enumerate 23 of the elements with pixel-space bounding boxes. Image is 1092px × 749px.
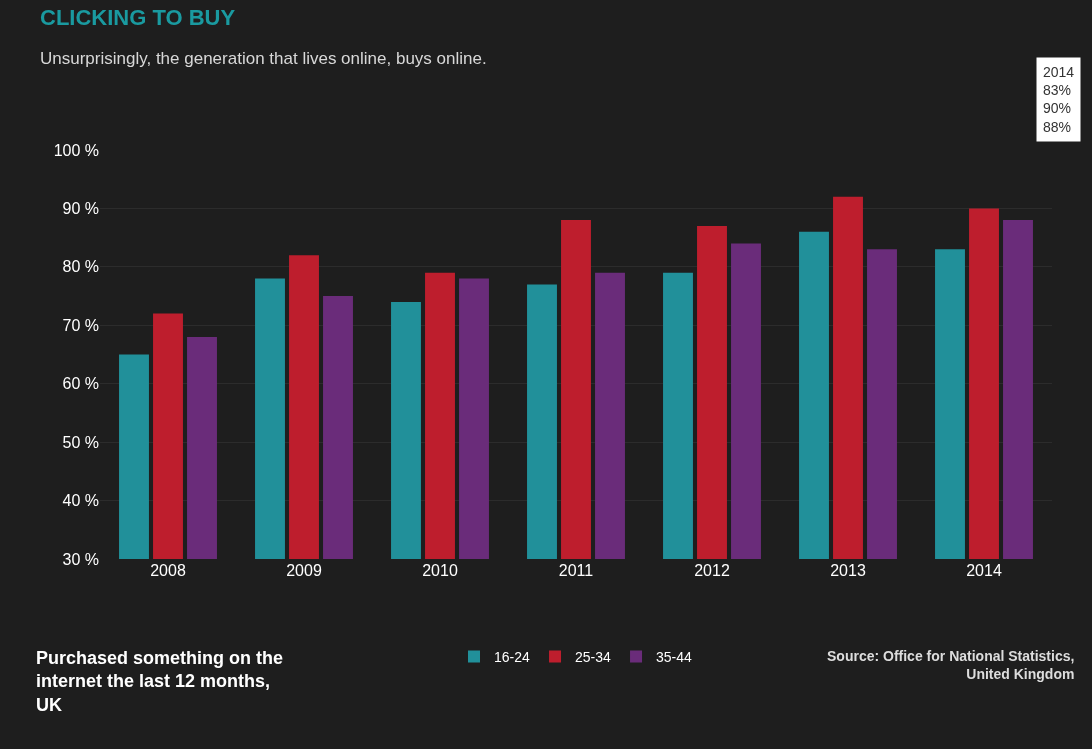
chart-title: CLICKING TO BUY — [40, 5, 236, 30]
legend-label: 35-44 — [656, 648, 693, 665]
x-tick-label: 2013 — [830, 562, 866, 579]
y-tick-label: 90 % — [62, 200, 99, 218]
x-tick-label: 2010 — [422, 562, 458, 579]
source-note: Source: Office for National Statistics, United Kingdom — [827, 648, 1075, 683]
y-tick-label: 60 % — [62, 375, 99, 393]
y-tick-label: 100 % — [53, 141, 99, 159]
x-tick-label: 2011 — [558, 562, 594, 579]
y-tick-label: 70 % — [62, 316, 99, 334]
x-tick-label: 2012 — [694, 562, 730, 579]
y-tick-label: 40 % — [62, 492, 99, 510]
legend-label: 16-24 — [494, 648, 531, 665]
x-tick-label: 2008 — [150, 562, 186, 579]
legend-label: 25-34 — [575, 648, 612, 665]
text: Purchased something on the internet the last 12 months, UK — [36, 648, 284, 715]
y-tick-label: 80 % — [62, 258, 99, 276]
text: 2014 83% 90% 88% — [1043, 64, 1075, 135]
x-tick-label: 2014 — [966, 562, 1002, 579]
y-tick-label: 30 % — [62, 550, 99, 568]
y-tick-label: 50 % — [62, 433, 99, 451]
chart-subtitle: Unsurprisingly, the generation that lives online, buys online. — [40, 49, 487, 68]
x-tick-label: 2009 — [286, 562, 322, 579]
